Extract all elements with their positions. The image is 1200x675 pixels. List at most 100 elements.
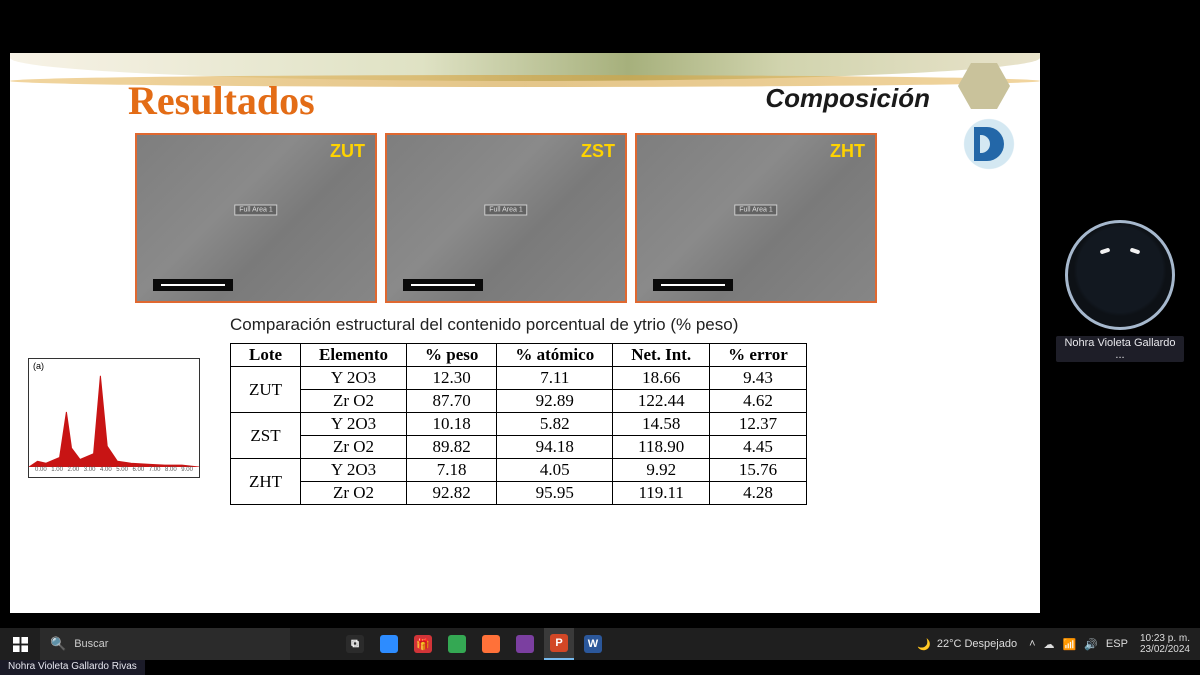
table-cell: 4.62 <box>710 390 807 413</box>
sem-scale-bar <box>153 279 233 291</box>
table-header: Lote <box>231 344 301 367</box>
axis-tick: 8.00 <box>165 467 177 475</box>
table-cell: 92.82 <box>406 482 496 505</box>
taskbar-app-firefox[interactable] <box>476 628 506 660</box>
table-cell-lote: ZST <box>231 413 301 459</box>
table-cell-lote: ZUT <box>231 367 301 413</box>
taskbar-weather[interactable]: 🌙 22°C Despejado <box>917 638 1017 651</box>
table-cell-lote: ZHT <box>231 459 301 505</box>
slide-title: Resultados <box>128 77 315 124</box>
system-tray[interactable]: ˄ ☁ 📶 🔊 ESP <box>1029 638 1128 651</box>
sem-area-tag: Full Area 1 <box>234 204 277 215</box>
taskbar-app-app1[interactable] <box>510 628 540 660</box>
logo-hexagon <box>958 63 1010 109</box>
table-cell: 89.82 <box>406 436 496 459</box>
table-cell: 10.18 <box>406 413 496 436</box>
windows-taskbar: 🔍 Buscar ⧉ 🎁 PW 🌙 22°C Despejado ˄ ☁ 📶 🔊 E… <box>0 628 1200 660</box>
sem-image-zut: ZUT Full Area 1 <box>135 133 377 303</box>
taskbar-app-word[interactable]: W <box>578 628 608 660</box>
taskbar-clock[interactable]: 10:23 p. m. 23/02/2024 <box>1140 633 1190 655</box>
table-cell: 122.44 <box>613 390 710 413</box>
cloud-icon[interactable]: ☁ <box>1044 638 1055 651</box>
sem-label: ZUT <box>330 141 365 162</box>
table-cell: 7.18 <box>406 459 496 482</box>
sem-image-zht: ZHT Full Area 1 <box>635 133 877 303</box>
presenter-avatar <box>1065 220 1175 330</box>
axis-tick: 5.00 <box>116 467 128 475</box>
table-cell: Zr O2 <box>301 436 407 459</box>
table-cell: 7.11 <box>497 367 613 390</box>
sem-scale-bar <box>403 279 483 291</box>
table-row: ZHTY 2O37.184.059.9215.76 <box>231 459 807 482</box>
wifi-icon[interactable]: 📶 <box>1063 638 1077 651</box>
table-cell: 12.30 <box>406 367 496 390</box>
chevron-up-icon[interactable]: ˄ <box>1029 638 1035 650</box>
meeting-caption-bar: Nohra Violeta Gallardo Rivas <box>0 660 145 675</box>
clock-time: 10:23 p. m. <box>1140 633 1190 644</box>
taskbar-app-gift[interactable]: 🎁 <box>408 628 438 660</box>
table-cell: 12.37 <box>710 413 807 436</box>
table-cell: Zr O2 <box>301 390 407 413</box>
axis-tick: 2.00 <box>68 467 80 475</box>
table-cell: 4.45 <box>710 436 807 459</box>
search-icon: 🔍 <box>50 636 66 652</box>
sem-label: ZHT <box>830 141 865 162</box>
axis-tick: 0.00 <box>35 467 47 475</box>
taskbar-app-edge[interactable] <box>442 628 472 660</box>
table-cell: 15.76 <box>710 459 807 482</box>
table-cell: 95.95 <box>497 482 613 505</box>
table-row: Zr O287.7092.89122.444.62 <box>231 390 807 413</box>
slide-subtitle: Composición <box>765 83 930 114</box>
table-row: ZUTY 2O312.307.1118.669.43 <box>231 367 807 390</box>
language-indicator[interactable]: ESP <box>1106 638 1128 650</box>
composition-table: LoteElemento% peso% atómicoNet. Int.% er… <box>230 343 807 505</box>
sem-image-zst: ZST Full Area 1 <box>385 133 627 303</box>
taskbar-app-task-view[interactable]: ⧉ <box>340 628 370 660</box>
table-header: Elemento <box>301 344 407 367</box>
presenter-name: Nohra Violeta Gallardo ... <box>1056 336 1184 362</box>
table-cell: 18.66 <box>613 367 710 390</box>
axis-tick: 1.00 <box>51 467 63 475</box>
table-cell: Zr O2 <box>301 482 407 505</box>
spectrum-corner-label: (a) <box>33 361 44 371</box>
eds-spectrum: (a) 0.001.002.003.004.005.006.007.008.00… <box>28 358 200 478</box>
table-cell: Y 2O3 <box>301 367 407 390</box>
taskbar-app-powerpoint[interactable]: P <box>544 628 574 660</box>
word-icon: W <box>584 635 602 653</box>
table-cell: 118.90 <box>613 436 710 459</box>
sem-caption: Comparación estructural del contenido po… <box>230 315 738 335</box>
sem-images-row: ZUT Full Area 1 ZST Full Area 1 ZHT Full… <box>135 133 877 303</box>
zoom-icon <box>380 635 398 653</box>
sem-scale-bar <box>653 279 733 291</box>
sem-area-tag: Full Area 1 <box>734 204 777 215</box>
sem-label: ZST <box>581 141 615 162</box>
moon-icon: 🌙 <box>917 638 931 651</box>
presenter-video[interactable]: Nohra Violeta Gallardo ... <box>1056 220 1184 363</box>
table-row: Zr O292.8295.95119.114.28 <box>231 482 807 505</box>
taskbar-app-zoom[interactable] <box>374 628 404 660</box>
table-row: Zr O289.8294.18118.904.45 <box>231 436 807 459</box>
table-cell: Y 2O3 <box>301 413 407 436</box>
powerpoint-icon: P <box>550 634 568 652</box>
table-cell: 9.43 <box>710 367 807 390</box>
table-cell: 4.28 <box>710 482 807 505</box>
axis-tick: 3.00 <box>84 467 96 475</box>
logo-circle <box>960 115 1018 173</box>
taskbar-search[interactable]: 🔍 Buscar <box>40 628 290 660</box>
clock-date: 23/02/2024 <box>1140 644 1190 655</box>
axis-tick: 9.00 <box>181 467 193 475</box>
table-cell: 119.11 <box>613 482 710 505</box>
app1-icon <box>516 635 534 653</box>
axis-tick: 4.00 <box>100 467 112 475</box>
table-cell: 4.05 <box>497 459 613 482</box>
start-button[interactable] <box>0 628 40 660</box>
presentation-slide: Resultados Composición ZUT Full Area 1 Z… <box>10 53 1040 613</box>
weather-text: 22°C Despejado <box>937 638 1017 650</box>
table-cell: 9.92 <box>613 459 710 482</box>
volume-icon[interactable]: 🔊 <box>1084 638 1098 651</box>
table-cell: 14.58 <box>613 413 710 436</box>
firefox-icon <box>482 635 500 653</box>
table-cell: 87.70 <box>406 390 496 413</box>
axis-tick: 6.00 <box>133 467 145 475</box>
table-header: % peso <box>406 344 496 367</box>
